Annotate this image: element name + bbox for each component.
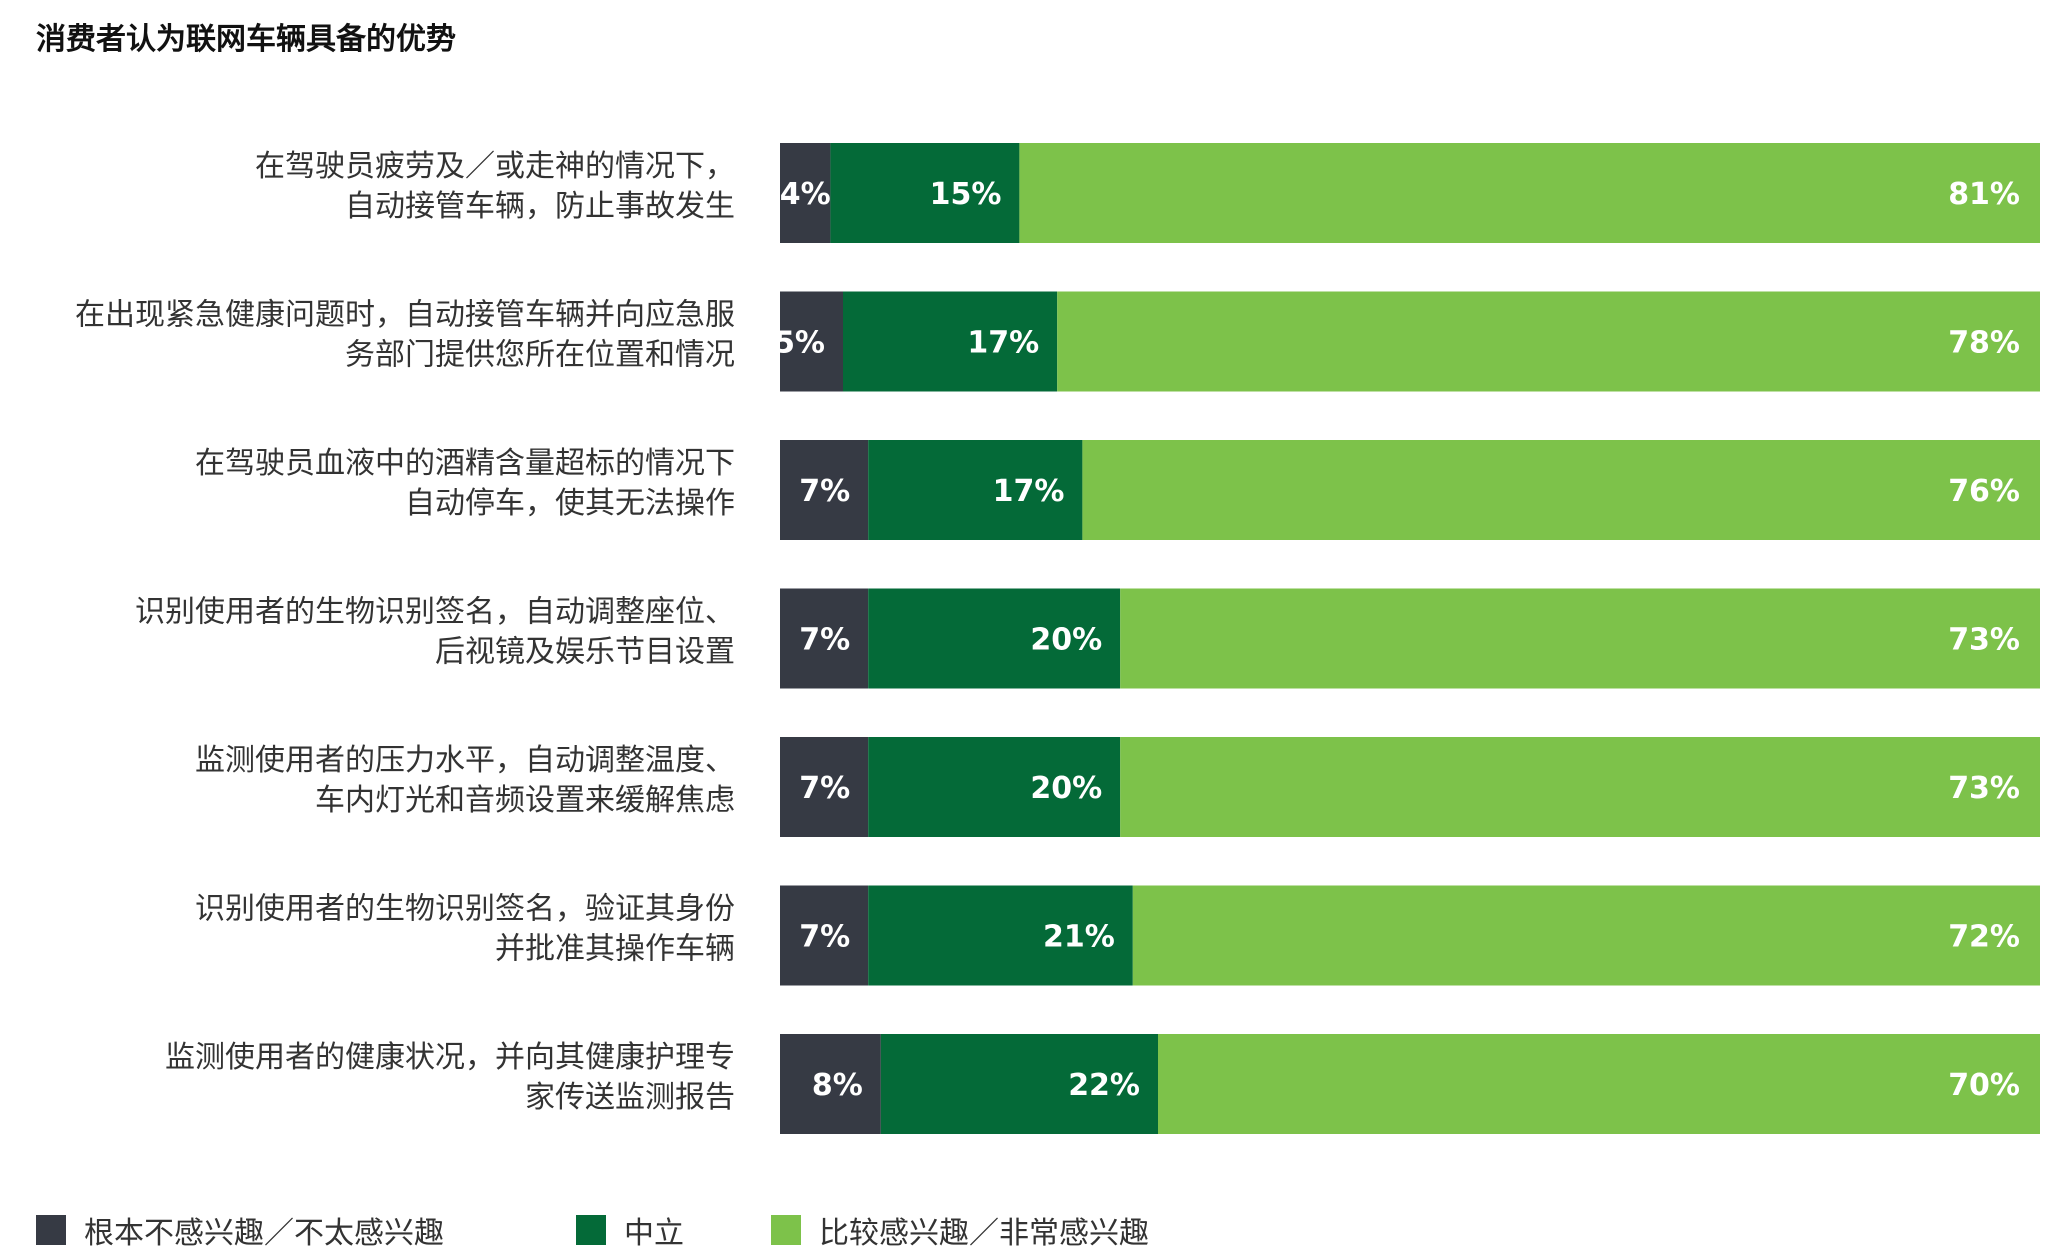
bar-segment [780, 1034, 881, 1134]
category-label: 识别使用者的生物识别签名，验证其身份并批准其操作车辆 [195, 892, 735, 967]
data-label: 17% [967, 326, 1039, 361]
legend-label: 根本不感兴趣／不太感兴趣 [84, 1216, 444, 1251]
category-label: 监测使用者的压力水平，自动调整温度、车内灯光和音频设置来缓解焦虑 [195, 743, 735, 818]
data-label: 4% [780, 177, 831, 212]
data-label: 7% [799, 771, 850, 806]
data-label: 81% [1948, 177, 2020, 212]
category-label-line: 在驾驶员血液中的酒精含量超标的情况下 [195, 446, 735, 481]
category-label: 在驾驶员疲劳及／或走神的情况下， 自动接管车辆，防止事故发生 [255, 149, 735, 224]
legend-item: 根本不感兴趣／不太感兴趣 [36, 1208, 444, 1252]
bar-segment [1132, 885, 2040, 986]
category-label: 在出现紧急健康问题时，自动接管车辆并向应急服务部门提供您所在位置和情况 [75, 298, 735, 373]
bar-segment [780, 143, 831, 243]
data-label: 8% [812, 1068, 863, 1103]
data-label: 7% [799, 920, 850, 955]
bar-segment [830, 143, 1020, 243]
category-label-line: 自动停车，使其无法操作 [405, 486, 735, 521]
data-label: 70% [1948, 1068, 2020, 1103]
data-label: 7% [799, 474, 850, 509]
category-label: 监测使用者的健康状况，并向其健康护理专家传送监测报告 [165, 1040, 735, 1115]
category-label-line: 家传送监测报告 [525, 1080, 735, 1115]
bar-segment [1158, 1034, 2040, 1134]
data-label: 78% [1948, 326, 2020, 361]
bar-segment [1120, 588, 2040, 689]
category-label: 在驾驶员血液中的酒精含量超标的情况下自动停车，使其无法操作 [195, 446, 735, 521]
bar-segment [1082, 440, 2040, 540]
legend-label: 中立 [624, 1216, 684, 1251]
category-label-line: 识别使用者的生物识别签名，自动调整座位、 [135, 595, 735, 630]
bar-segment [780, 291, 843, 392]
legend-swatch [576, 1215, 606, 1245]
legend-item: 比较感兴趣／非常感兴趣 [771, 1208, 1149, 1252]
data-label: 73% [1948, 771, 2020, 806]
data-label: 20% [1030, 623, 1102, 658]
data-label: 5% [774, 326, 825, 361]
bar-segment [780, 885, 869, 986]
bar-segment [868, 588, 1121, 689]
bar-segment [880, 1034, 1158, 1134]
category-label-line: 自动接管车辆，防止事故发生 [345, 189, 735, 224]
data-label: 17% [993, 474, 1065, 509]
legend: 根本不感兴趣／不太感兴趣 中立 比较感兴趣／非常感兴趣 [36, 1208, 2036, 1251]
legend-item: 中立 [576, 1208, 684, 1252]
category-label-line: 并批准其操作车辆 [495, 932, 735, 967]
bar-segment [868, 885, 1133, 986]
data-label: 76% [1948, 474, 2020, 509]
chart-title: 消费者认为联网车辆具备的优势 [36, 22, 456, 57]
bar-segment [868, 737, 1121, 837]
legend-swatch [771, 1215, 801, 1245]
bar-segment [1019, 143, 2040, 243]
stacked-bar-chart: 在驾驶员疲劳及／或走神的情况下， 自动接管车辆，防止事故发生 4% 15% 81% 在出现… [75, 143, 2040, 1134]
category-label-line: 在驾驶员疲劳及／或走神的情况下， [255, 149, 735, 184]
legend-label: 比较感兴趣／非常感兴趣 [819, 1216, 1149, 1251]
data-label: 21% [1043, 920, 1115, 955]
legend-swatch [36, 1215, 66, 1245]
bar-segment [780, 737, 869, 837]
category-label-line: 监测使用者的健康状况，并向其健康护理专 [165, 1040, 735, 1075]
data-label: 7% [799, 623, 850, 658]
data-label: 15% [930, 177, 1002, 212]
data-label: 20% [1030, 771, 1102, 806]
category-label-line: 识别使用者的生物识别签名，验证其身份 [195, 892, 735, 927]
bar-segment [780, 440, 869, 540]
category-label-line: 务部门提供您所在位置和情况 [345, 338, 735, 373]
bar-segment [868, 440, 1083, 540]
data-label: 73% [1948, 623, 2020, 658]
data-label: 22% [1068, 1068, 1140, 1103]
bar-segment [843, 291, 1058, 392]
category-label-line: 监测使用者的压力水平，自动调整温度、 [195, 743, 735, 778]
category-label-line: 车内灯光和音频设置来缓解焦虑 [315, 783, 735, 818]
bar-segment [780, 588, 869, 689]
data-label: 72% [1948, 920, 2020, 955]
bar-segment [1120, 737, 2040, 837]
bar-segment [1057, 291, 2040, 392]
category-label-line: 后视镜及娱乐节目设置 [435, 635, 735, 670]
category-label-line: 在出现紧急健康问题时，自动接管车辆并向应急服 [75, 298, 735, 333]
category-label: 识别使用者的生物识别签名，自动调整座位、后视镜及娱乐节目设置 [135, 595, 735, 670]
